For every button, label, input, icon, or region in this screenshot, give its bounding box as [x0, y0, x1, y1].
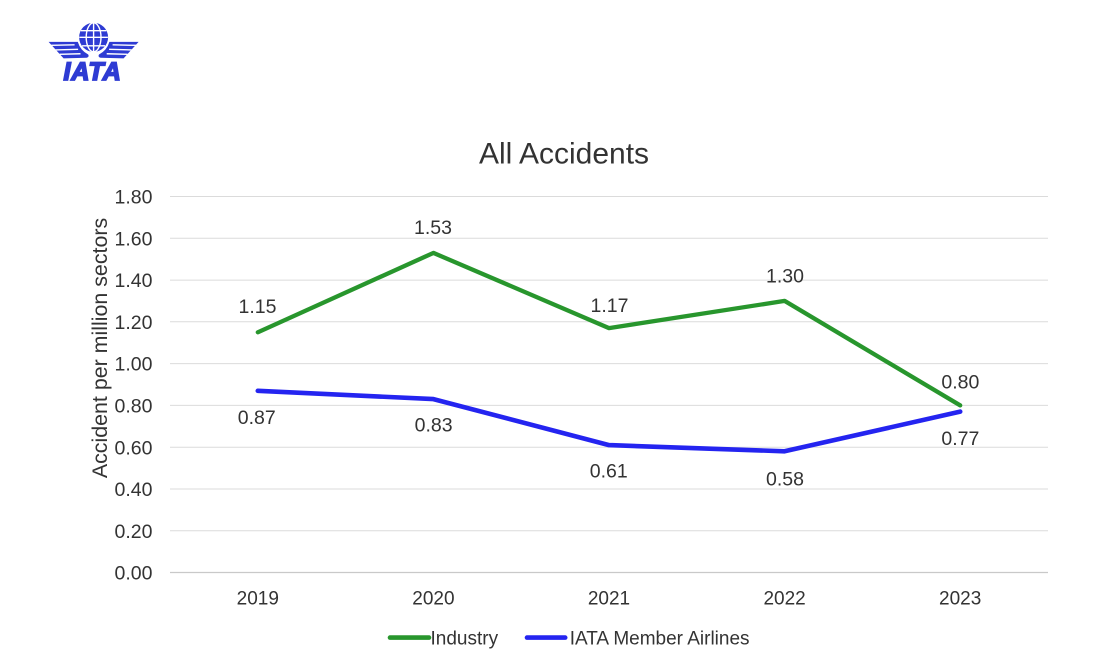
svg-text:1.60: 1.60	[115, 228, 153, 250]
svg-text:0.77: 0.77	[941, 428, 979, 450]
svg-text:IATA: IATA	[63, 58, 121, 86]
svg-text:2021: 2021	[588, 588, 630, 609]
svg-text:0.00: 0.00	[115, 563, 153, 585]
svg-text:Accident per million sectors: Accident per million sectors	[88, 218, 112, 478]
svg-text:2019: 2019	[237, 588, 279, 609]
svg-text:2022: 2022	[763, 588, 805, 609]
svg-text:0.80: 0.80	[941, 371, 979, 393]
svg-text:1.40: 1.40	[115, 270, 153, 292]
svg-text:All Accidents: All Accidents	[479, 137, 649, 170]
svg-text:1.30: 1.30	[766, 266, 804, 288]
svg-text:0.61: 0.61	[590, 460, 628, 482]
svg-text:1.80: 1.80	[115, 187, 153, 209]
svg-text:2020: 2020	[412, 588, 454, 609]
svg-text:0.40: 0.40	[115, 479, 153, 501]
svg-text:1.17: 1.17	[591, 295, 629, 317]
svg-text:Industry: Industry	[431, 628, 499, 649]
svg-text:1.53: 1.53	[414, 217, 452, 239]
svg-text:1.20: 1.20	[115, 312, 153, 334]
svg-text:0.80: 0.80	[115, 396, 153, 418]
svg-text:0.87: 0.87	[238, 407, 276, 429]
svg-text:0.58: 0.58	[766, 469, 804, 491]
svg-text:1.15: 1.15	[239, 296, 277, 318]
svg-text:0.20: 0.20	[115, 521, 153, 543]
svg-text:0.60: 0.60	[115, 437, 153, 459]
svg-text:0.83: 0.83	[415, 415, 453, 437]
svg-text:IATA Member Airlines: IATA Member Airlines	[570, 628, 750, 649]
svg-text:2023: 2023	[939, 588, 981, 609]
svg-text:1.00: 1.00	[115, 354, 153, 376]
